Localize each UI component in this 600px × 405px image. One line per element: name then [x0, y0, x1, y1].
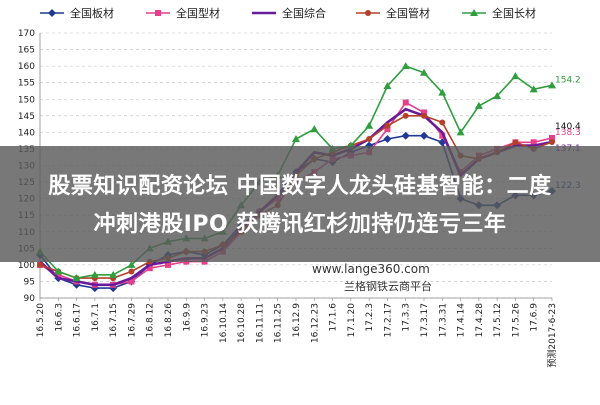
series-point-2 — [384, 126, 391, 133]
x-tick-label: 16.10.14 — [219, 303, 229, 343]
headline-line-2: 冲刺港股IPO 获腾讯红杉加持仍连亏三年 — [93, 212, 507, 237]
x-tick-label: 16.12.9 — [292, 303, 302, 338]
x-tick-label: 16.8.26 — [164, 303, 174, 338]
y-tick-label: 145 — [18, 112, 35, 122]
series-point-5 — [493, 91, 502, 99]
legend-marker-1 — [48, 9, 56, 17]
series-point-5 — [292, 135, 300, 142]
series-point-4 — [128, 268, 135, 275]
series-point-5 — [109, 270, 118, 278]
x-tick-label: 17.4.28 — [475, 303, 485, 338]
legend-label-5: 全国长材 — [492, 6, 536, 20]
y-tick-label: 165 — [18, 46, 35, 56]
series-point-5 — [90, 270, 99, 278]
y-tick-label: 155 — [18, 79, 35, 89]
series-point-2 — [402, 99, 409, 106]
x-tick-label: 17.3.3 — [402, 303, 412, 332]
x-tick-label: 16.12.23 — [310, 303, 320, 343]
series-point-2 — [165, 261, 171, 268]
headline-banner: 股票知识配资论坛 中国数字人龙头硅基智能：二度 冲刺港股IPO 获腾讯红杉加持仍… — [0, 146, 600, 262]
x-tick-label: 16.5.20 — [36, 303, 46, 338]
x-tick-label: 16.10.28 — [237, 303, 247, 343]
headline-line-1: 股票知识配资论坛 中国数字人龙头硅基智能：二度 — [48, 174, 552, 199]
end-value-label: 154.2 — [555, 75, 581, 85]
series-point-5 — [401, 62, 410, 70]
series-point-4 — [439, 119, 446, 126]
x-tick-label: 17.2.17 — [383, 303, 393, 337]
legend-label-1: 全国板材 — [70, 6, 114, 20]
series-point-4 — [421, 112, 427, 119]
legend-label-2: 全国型材 — [176, 6, 220, 20]
series-point-5 — [365, 121, 374, 129]
legend-marker-5 — [470, 9, 478, 16]
series-point-5 — [529, 85, 538, 93]
x-tick-label: 17.3.17 — [420, 303, 430, 337]
series-point-2 — [530, 139, 537, 146]
end-value-label: 138.3 — [555, 128, 581, 138]
x-tick-label: 17.3.31 — [438, 303, 448, 337]
x-tick-label: 16.11.25 — [274, 303, 284, 343]
x-tick-label: 17.2.3 — [365, 303, 375, 332]
series-point-5 — [548, 81, 556, 89]
x-tick-label: 16.9.23 — [201, 303, 211, 337]
x-tick-label: 16.6.3 — [54, 303, 64, 332]
series-point-4 — [402, 112, 409, 119]
series-point-5 — [127, 260, 136, 268]
x-tick-label: 17.5.12 — [493, 303, 503, 337]
series-point-2 — [55, 271, 62, 278]
x-tick-label: 16.7.1 — [91, 303, 101, 332]
y-tick-label: 95 — [24, 277, 35, 287]
x-tick-label: 17.1.20 — [347, 303, 357, 338]
x-tick-label: 17.5.26 — [511, 303, 521, 338]
series-point-5 — [383, 82, 392, 89]
x-tick-label: 17.6.9 — [530, 303, 540, 332]
y-tick-label: 160 — [18, 62, 35, 72]
watermark-name: 兰格钢铁云商平台 — [344, 280, 432, 293]
series-point-4 — [512, 139, 519, 146]
x-tick-label: 16.9.9 — [182, 303, 192, 332]
series-point-4 — [366, 136, 373, 142]
series-point-5 — [310, 125, 319, 133]
series-point-4 — [384, 122, 391, 129]
series-point-1 — [420, 131, 428, 140]
x-tick-label: 16.7.15 — [109, 303, 119, 337]
watermark-url: www.lange360.com — [312, 262, 430, 276]
x-tick-label: 16.6.17 — [73, 303, 83, 337]
end-value-label: 140.4 — [555, 122, 581, 132]
x-tick-label: 预测2017-6-23 — [547, 303, 558, 368]
series-point-5 — [54, 267, 63, 275]
x-tick-label: 17.4.14 — [457, 303, 467, 338]
y-tick-label: 170 — [18, 29, 35, 39]
x-tick-label: 16.7.29 — [127, 303, 137, 338]
y-tick-label: 150 — [18, 95, 35, 105]
series-point-4 — [37, 261, 43, 268]
series-point-1 — [401, 131, 410, 140]
series-point-2 — [421, 109, 427, 116]
x-tick-label: 16.11.11 — [255, 303, 265, 343]
legend-marker-2 — [155, 10, 161, 16]
series-point-2 — [439, 132, 446, 139]
y-tick-label: 100 — [18, 261, 35, 271]
y-tick-label: 140 — [18, 128, 35, 138]
series-point-5 — [474, 101, 483, 109]
series-point-5 — [420, 68, 428, 76]
series-point-2 — [549, 135, 555, 142]
series-point-5 — [438, 88, 447, 96]
x-tick-label: 17.1.6 — [329, 303, 339, 332]
series-point-5 — [511, 72, 520, 80]
series-point-2 — [146, 265, 153, 272]
x-tick-label: 16.8.12 — [146, 303, 156, 337]
legend-label-4: 全国管材 — [386, 6, 430, 20]
series-point-4 — [549, 138, 555, 145]
legend-marker-4 — [365, 10, 371, 16]
series-point-1 — [383, 135, 392, 143]
series-point-2 — [128, 278, 135, 285]
series-point-5 — [456, 128, 465, 136]
y-tick-label: 90 — [24, 294, 36, 304]
legend-label-3: 全国综合 — [282, 6, 326, 20]
series-point-5 — [72, 274, 81, 282]
